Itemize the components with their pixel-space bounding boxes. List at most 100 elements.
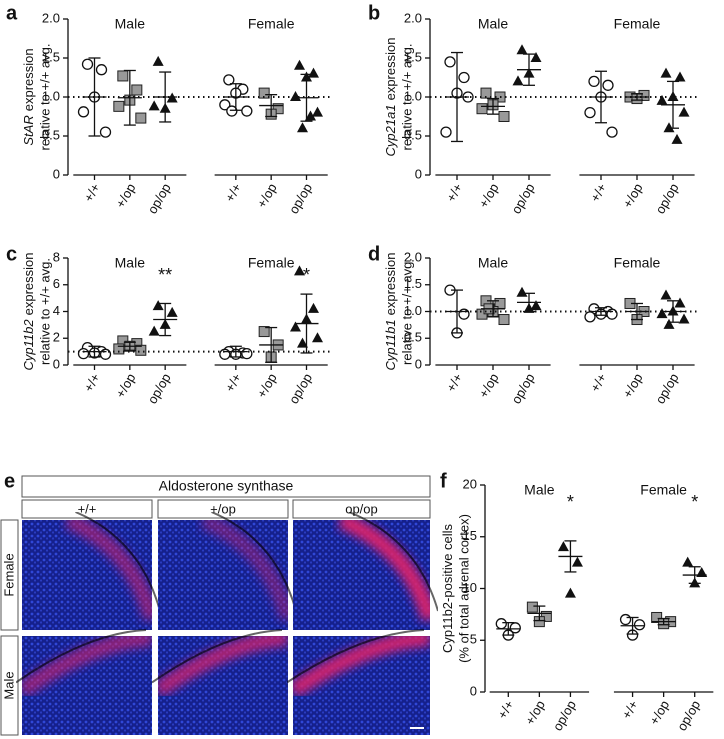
y-axis-label-gene: Cyp21a1 xyxy=(383,104,398,156)
y-axis-label: relative to +/+ avg. xyxy=(37,44,52,151)
x-tick-label: op/op xyxy=(652,181,681,217)
y-tick-label: 0.5 xyxy=(404,127,422,142)
y-axis-label-text: expression xyxy=(21,48,36,111)
point xyxy=(602,79,614,91)
group-label: Male xyxy=(115,255,146,271)
x-tick-label: +/+ xyxy=(222,371,244,395)
error-bar xyxy=(259,326,284,363)
point xyxy=(148,325,160,336)
error-bar xyxy=(496,622,521,636)
point xyxy=(530,300,542,311)
x-tick-label: op/op xyxy=(550,698,579,734)
point xyxy=(588,75,600,88)
panel-letter: c xyxy=(6,243,17,265)
x-tick-label: op/op xyxy=(652,371,681,407)
y-axis-label-text: expression xyxy=(21,253,36,316)
point xyxy=(312,106,323,117)
y-tick-label: 8 xyxy=(53,249,60,264)
point xyxy=(226,105,238,117)
x-tick-label: +/op xyxy=(113,371,139,401)
y-axis-label: Cyp11b1 expression xyxy=(383,253,398,371)
point xyxy=(166,306,178,317)
panel-e: e Aldosterone synthase +/+ +/op op/op Femal… xyxy=(0,470,438,736)
x-tick-label: op/op xyxy=(144,181,173,217)
point xyxy=(660,289,672,300)
y-tick-label: 0 xyxy=(415,356,422,371)
y-axis-label: Cyp11b2 expression xyxy=(21,253,36,371)
point xyxy=(241,105,253,117)
y-axis-label: (% of total adrenal cortex) xyxy=(456,514,471,663)
point xyxy=(99,126,112,138)
y-axis-label-text: expression xyxy=(383,253,398,316)
y-tick-label: 1.0 xyxy=(404,88,422,103)
error-bar xyxy=(294,293,319,354)
column-label: +/op xyxy=(210,501,236,516)
column-label: +/+ xyxy=(78,501,97,516)
point xyxy=(440,126,452,138)
row-label: Female xyxy=(1,553,16,596)
point xyxy=(663,318,675,329)
panel: f Cyp11b2-positive cells (% of total adren… xyxy=(440,470,714,734)
point xyxy=(495,618,507,630)
point xyxy=(678,106,690,117)
point xyxy=(294,59,305,70)
y-axis-label-text: expression xyxy=(383,38,398,101)
y-axis-label-gene: StAR xyxy=(21,115,36,145)
header-box xyxy=(21,475,431,498)
y-tick-label: 1.5 xyxy=(404,276,422,291)
point xyxy=(113,100,125,112)
point xyxy=(651,611,663,623)
x-tick-label: +/+ xyxy=(619,698,641,722)
y-tick-label: 5 xyxy=(470,632,477,647)
x-tick-label: +/op xyxy=(522,698,548,728)
y-axis-label: StAR expression xyxy=(21,48,36,145)
y-axis-label: relative to +/+ avg. xyxy=(399,258,414,365)
point xyxy=(571,556,583,567)
y-axis-label: relative to +/+ avg. xyxy=(37,258,52,365)
x-tick-label: +/+ xyxy=(587,371,609,395)
zona-band xyxy=(158,636,288,698)
error-bar xyxy=(153,302,178,337)
x-tick-label: +/+ xyxy=(81,181,103,205)
y-tick-label: 6 xyxy=(53,276,60,291)
point xyxy=(294,265,305,276)
point xyxy=(674,297,686,308)
panel-e-title: Aldosterone synthase xyxy=(159,478,294,494)
point xyxy=(135,112,147,124)
point xyxy=(219,99,231,111)
group-label: Female xyxy=(248,16,295,32)
x-tick-label: op/op xyxy=(144,371,173,407)
panel-letter: f xyxy=(440,470,447,492)
significance: ** xyxy=(158,265,172,285)
y-tick-label: 1.0 xyxy=(404,303,422,318)
point xyxy=(95,64,108,76)
x-tick-label: op/op xyxy=(286,371,315,407)
group-label: Male xyxy=(524,482,555,498)
point xyxy=(678,313,690,324)
zona-band xyxy=(22,636,152,698)
group-label: Female xyxy=(614,16,661,32)
x-tick-label: +/+ xyxy=(222,181,244,205)
y-axis-label: Cyp11b2-positive cells xyxy=(440,523,455,653)
panel: c Cyp11b2 expression relative to +/+ avg. 0 2… xyxy=(6,243,333,406)
panel-letter: a xyxy=(6,2,18,24)
x-tick-label: op/op xyxy=(508,181,537,217)
x-tick-label: +/+ xyxy=(81,371,103,395)
x-tick-label: +/op xyxy=(620,181,646,211)
point xyxy=(509,622,521,634)
x-tick-label: +/op xyxy=(254,371,280,401)
x-tick-label: +/op xyxy=(476,181,502,211)
point xyxy=(682,556,694,567)
error-bar xyxy=(558,540,583,573)
y-tick-label: 2.0 xyxy=(404,249,422,264)
zona-band xyxy=(337,520,430,622)
point xyxy=(297,337,308,348)
error-bar xyxy=(527,605,552,622)
capsule xyxy=(152,628,282,684)
point xyxy=(312,332,323,343)
point xyxy=(290,91,301,101)
point xyxy=(674,71,686,82)
y-tick-label: 4 xyxy=(53,303,60,318)
panel: a StAR expression relative to +/+ avg.0 0.5 1… xyxy=(6,2,333,216)
